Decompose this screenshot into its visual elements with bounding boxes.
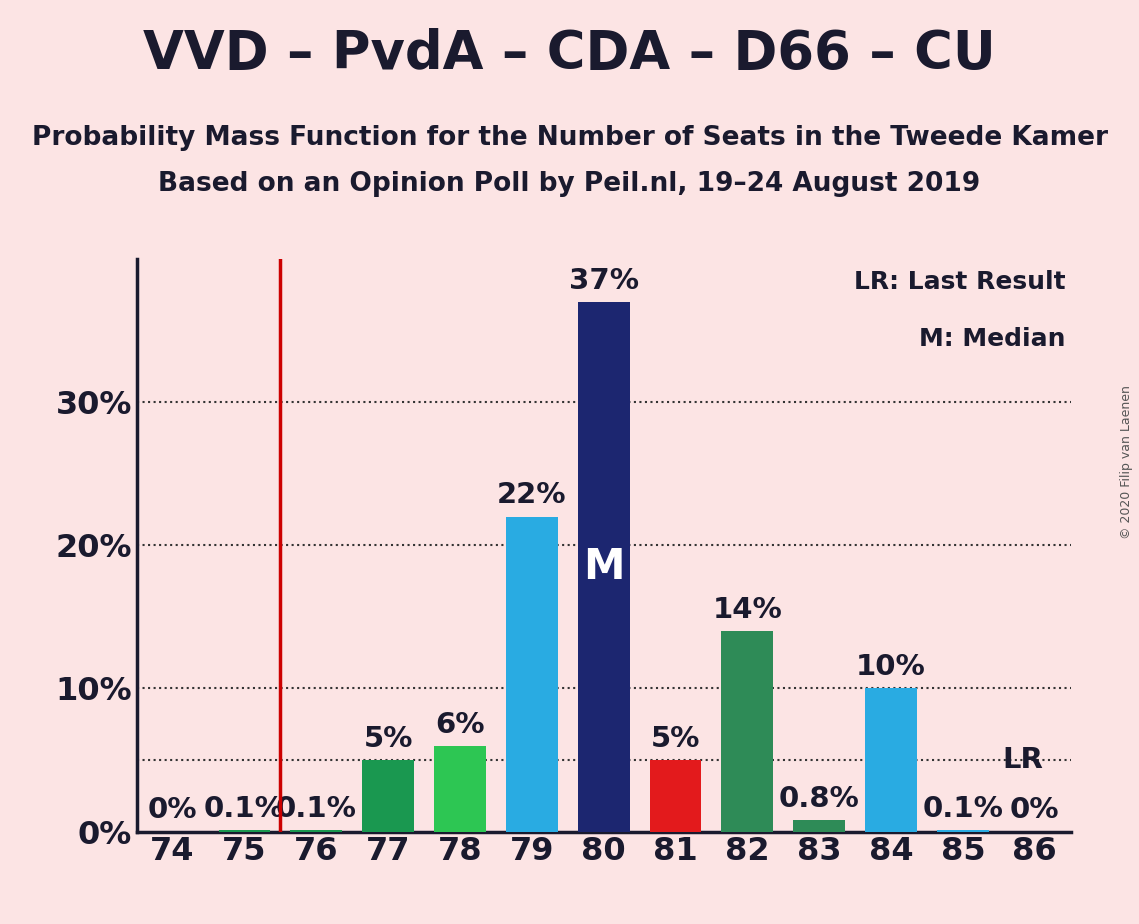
Text: 5%: 5% [650,724,700,753]
Bar [866,688,917,832]
Text: 0.1%: 0.1% [923,795,1003,823]
Bar [794,821,845,832]
Text: Based on an Opinion Poll by Peil.nl, 19–24 August 2019: Based on an Opinion Poll by Peil.nl, 19–… [158,171,981,197]
Text: 0.1%: 0.1% [276,795,357,823]
Text: M: Median: M: Median [919,327,1066,351]
Text: 5%: 5% [363,724,412,753]
Bar [219,830,270,832]
Text: 6%: 6% [435,711,485,738]
Text: 10%: 10% [857,653,926,681]
Bar [721,631,773,832]
Bar [290,830,342,832]
Text: 0%: 0% [148,796,197,824]
Text: 0%: 0% [1010,796,1059,824]
Text: 0.1%: 0.1% [204,795,285,823]
Text: 0.8%: 0.8% [779,785,860,813]
Text: M: M [583,546,624,588]
Text: 22%: 22% [497,481,566,509]
Text: VVD – PvdA – CDA – D66 – CU: VVD – PvdA – CDA – D66 – CU [144,28,995,79]
Text: 37%: 37% [568,266,639,295]
Text: Probability Mass Function for the Number of Seats in the Tweede Kamer: Probability Mass Function for the Number… [32,125,1107,151]
Bar [649,760,702,832]
Text: LR: Last Result: LR: Last Result [854,270,1066,294]
Bar [506,517,558,832]
Text: 14%: 14% [713,596,782,624]
Bar [362,760,413,832]
Bar [434,746,486,832]
Bar [937,830,989,832]
Text: © 2020 Filip van Laenen: © 2020 Filip van Laenen [1121,385,1133,539]
Text: LR: LR [1002,746,1043,774]
Bar [577,301,630,832]
